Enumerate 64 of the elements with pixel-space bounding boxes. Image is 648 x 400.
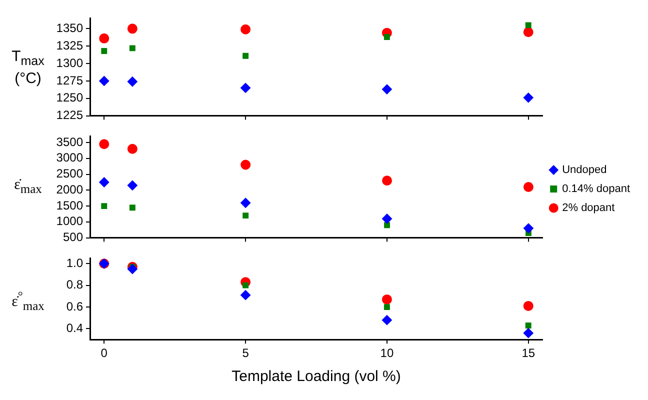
point (127, 264, 138, 274)
point (523, 182, 534, 192)
point (99, 76, 110, 86)
y-tick-label: 3500 (56, 134, 84, 149)
point (127, 24, 138, 34)
y-tick-label: 0.8 (66, 278, 84, 292)
point (101, 48, 108, 54)
point (240, 198, 251, 208)
y-tick-label: 2000 (56, 182, 84, 196)
point (127, 180, 138, 190)
point (382, 214, 392, 224)
point (129, 45, 136, 52)
x-axis-title: Template Loading (vol %) (232, 368, 401, 386)
legend-label: 2% dopant (562, 202, 615, 214)
x-tick-label: 5 (242, 346, 250, 360)
point (101, 203, 108, 210)
point (240, 160, 251, 170)
point (242, 282, 249, 288)
point (240, 290, 251, 300)
y-tick-label: 500 (62, 230, 84, 244)
point (382, 294, 392, 304)
point (523, 223, 534, 234)
y-tick-label: 1350 (56, 20, 84, 35)
point (523, 328, 534, 338)
y-tick-label: 1225 (56, 108, 84, 122)
y-axis-title: ε̇$_{max}$ (14, 176, 42, 198)
y-tick-label: 1275 (56, 73, 84, 88)
y-tick-label: 1300 (56, 56, 84, 70)
x-tick-label: 10 (380, 346, 394, 360)
point (382, 315, 392, 326)
y-tick-label: 1500 (56, 198, 84, 212)
legend-label: 0.14% dopant (562, 183, 630, 196)
y-tick-label: 2500 (56, 166, 84, 181)
point (382, 176, 392, 186)
y-tick-label: 1000 (56, 214, 84, 228)
point (384, 34, 390, 40)
y-tick-label: 3000 (56, 150, 84, 165)
point (129, 204, 136, 211)
point (523, 92, 534, 103)
point (525, 322, 532, 328)
x-tick-label: 15 (522, 346, 536, 360)
y-tick-label: 1325 (56, 38, 84, 52)
point (384, 222, 390, 228)
point (99, 139, 110, 150)
y-tick-label: 1.0 (66, 256, 84, 270)
legend-label: Undoped (562, 164, 607, 176)
point (525, 22, 532, 28)
point (127, 144, 138, 154)
y-tick-label: 0.4 (66, 321, 84, 336)
point (99, 33, 110, 44)
y-axis-title: T$_{max}$ (°C) (10, 48, 46, 86)
point (99, 177, 110, 188)
point (240, 82, 251, 93)
point (242, 52, 249, 59)
point (127, 76, 138, 87)
point (384, 304, 390, 310)
point (240, 24, 251, 34)
y-tick-label: 0.6 (66, 299, 84, 314)
point (523, 300, 534, 311)
x-tick-label: 0 (100, 346, 108, 360)
point (523, 27, 534, 38)
point (382, 84, 392, 94)
point (242, 212, 249, 219)
y-tick-label: 1250 (56, 90, 84, 105)
